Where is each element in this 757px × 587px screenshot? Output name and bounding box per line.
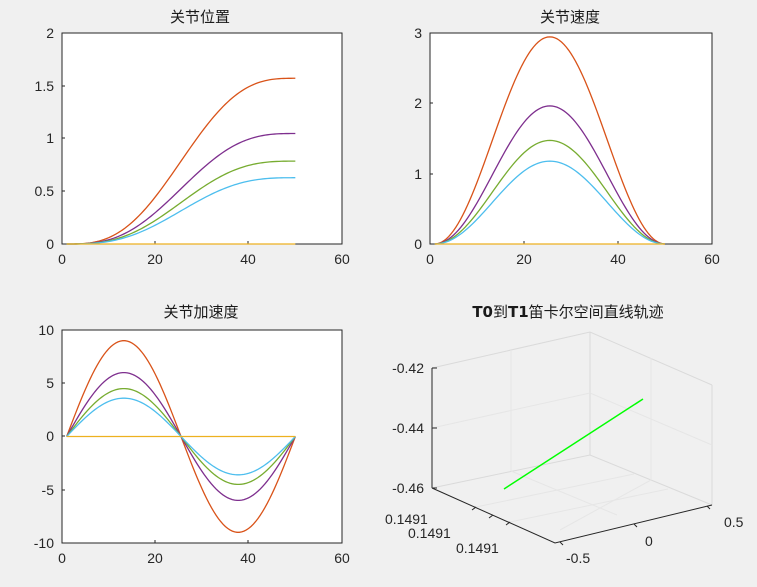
- y-axis-ticks-3d: -0.5 0 0.5: [559, 505, 744, 566]
- z-tick-label: -0.44: [392, 420, 424, 436]
- y-tick-label: 0: [414, 236, 422, 252]
- x-tick-label: 40: [240, 251, 256, 267]
- y-tick-label: 2: [46, 25, 54, 41]
- x-tick-mark: [488, 514, 494, 519]
- y-tick-label: 1: [414, 166, 422, 182]
- y-tick-label: 10: [38, 322, 54, 338]
- subplot-joint-acceleration: 关节加速度 0 20 40 60 -10 -5 0 5 10: [34, 303, 350, 566]
- 3d-box: [431, 331, 713, 544]
- y-tick-mark: [633, 523, 638, 528]
- y-tick-label: 5: [46, 375, 54, 391]
- x-tick-label: 0: [58, 550, 66, 566]
- y-tick-mark: [706, 505, 711, 510]
- grid-line: [510, 470, 618, 516]
- y-tick-label: 0: [46, 428, 54, 444]
- y-axis-ticks: 0 1 2 3: [414, 25, 433, 252]
- grid-line: [559, 479, 652, 531]
- chart-title: 关节加速度: [163, 303, 238, 321]
- plot-area: [61, 32, 343, 245]
- series-layer: [66, 77, 296, 245]
- series-line-1: [66, 77, 296, 245]
- z-tick-label: -0.46: [392, 480, 424, 496]
- x-tick-label: 40: [610, 251, 626, 267]
- subplot-joint-velocity: 关节速度 0 20 40 60 0 1 2 3: [414, 8, 720, 267]
- x-tick-label: 20: [147, 251, 163, 267]
- title-t1: T1: [508, 303, 529, 321]
- series-layer: [434, 36, 666, 245]
- x-tick-label: 0: [58, 251, 66, 267]
- y-tick-label: 1: [46, 130, 54, 146]
- series-line-1: [434, 36, 666, 245]
- chart-title: T0到T1笛卡尔空间直线轨迹: [472, 303, 663, 321]
- x-tick-label: 0.1491: [385, 511, 428, 527]
- z-axis-ticks: -0.42 -0.44 -0.46: [392, 360, 437, 496]
- y-tick-label: -10: [34, 535, 54, 551]
- x-tick-label: 0.1491: [456, 540, 499, 556]
- x-tick-label: 0: [426, 251, 434, 267]
- y-tick-label: 0: [645, 533, 653, 549]
- chart-title: 关节速度: [540, 8, 600, 26]
- x-axis-ticks-3d: 0.1491 0.1491 0.1491: [385, 506, 511, 556]
- plot-area: [429, 32, 713, 245]
- title-suffix: 笛卡尔空间直线轨迹: [529, 303, 664, 321]
- y-tick-label: 2: [414, 95, 422, 111]
- y-axis-ticks: 0 0.5 1 1.5 2: [35, 25, 65, 252]
- x-tick-label: 60: [334, 550, 350, 566]
- x-tick-mark: [505, 521, 511, 526]
- y-tick-mark: [559, 541, 564, 546]
- y-tick-label: 0: [46, 236, 54, 252]
- subplot-cartesian-trajectory: T0到T1笛卡尔空间直线轨迹 -0.: [385, 303, 744, 566]
- x-axis-ticks: 0 20 40 60: [58, 241, 350, 267]
- z-tick-label: -0.42: [392, 360, 424, 376]
- series-line-4: [434, 160, 666, 245]
- series-line-2: [434, 105, 666, 245]
- y-tick-label: -0.5: [566, 550, 590, 566]
- grid-line: [475, 473, 635, 508]
- y-tick-label: 1.5: [35, 78, 55, 94]
- x-axis-ticks: 0 20 40 60: [58, 540, 350, 566]
- subplot-joint-position: 关节位置 0 20 40 60 0 0.5 1 1.5 2: [35, 8, 350, 267]
- x-tick-label: 40: [240, 550, 256, 566]
- box-top-back-edge: [431, 331, 713, 386]
- series-layer: [66, 340, 296, 533]
- title-t0: T0: [472, 303, 493, 321]
- grid-line: [509, 488, 669, 523]
- x-tick-label: 60: [704, 251, 720, 267]
- x-tick-mark: [471, 506, 477, 511]
- series-line-2: [66, 132, 296, 245]
- floor-axes: [431, 487, 713, 544]
- x-tick-label: 0.1491: [408, 525, 451, 541]
- chart-title: 关节位置: [170, 8, 230, 26]
- box-floor-back-edge: [431, 454, 713, 506]
- x-axis-ticks: 0 20 40 60: [426, 241, 720, 267]
- series-line-4: [66, 177, 296, 245]
- x-tick-label: 60: [334, 251, 350, 267]
- y-tick-label: 3: [414, 25, 422, 41]
- y-tick-label: 0.5: [35, 183, 55, 199]
- series-line-3: [434, 139, 666, 245]
- title-mid: 到: [493, 303, 508, 321]
- x-tick-label: 20: [147, 550, 163, 566]
- y-tick-label: 0.5: [724, 514, 744, 530]
- x-tick-label: 20: [516, 251, 532, 267]
- y-axis-ticks: -10 -5 0 5 10: [34, 322, 65, 551]
- y-tick-label: -5: [42, 482, 55, 498]
- trajectory-line: [503, 398, 644, 490]
